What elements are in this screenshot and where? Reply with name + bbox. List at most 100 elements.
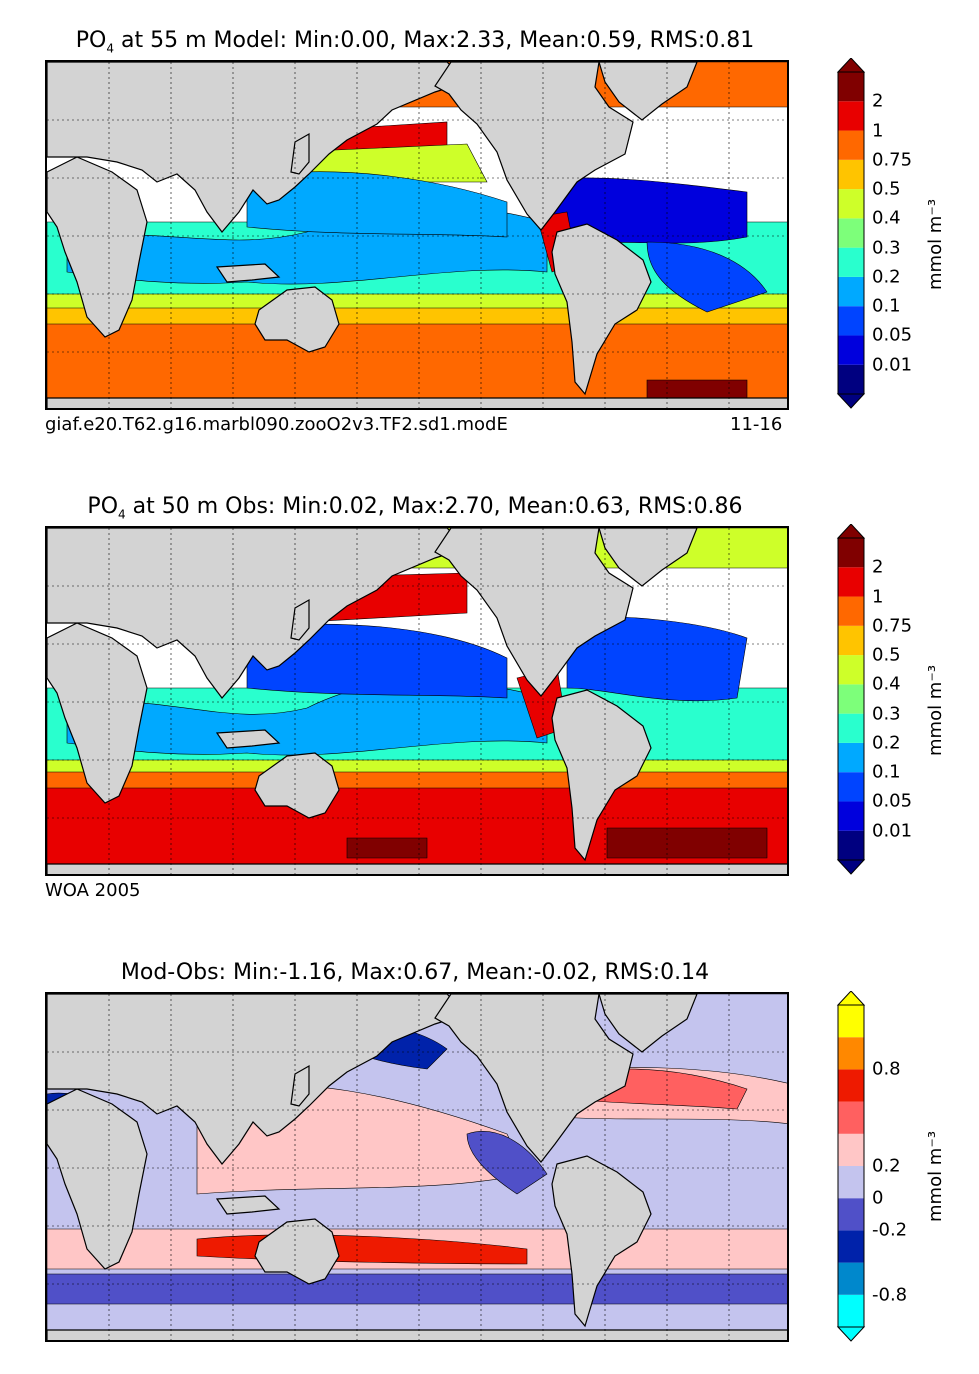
panel3-map <box>45 992 789 1342</box>
cbar3-swatch <box>838 1198 864 1231</box>
map3-land <box>47 994 787 1340</box>
cbar2-swatch <box>838 655 864 685</box>
japan <box>290 598 310 641</box>
north-pacific-gyre <box>246 623 508 699</box>
south-america <box>551 223 652 396</box>
antarctica <box>47 863 787 874</box>
north-america <box>434 528 634 697</box>
colorbar-tick-label: 2 <box>872 556 884 578</box>
cbar3-extend-max <box>836 991 866 1006</box>
panel1-title: PO4 at 55 m Model: Min:0.00, Max:2.33, M… <box>75 28 755 56</box>
australia <box>254 752 340 819</box>
map3-graticule <box>47 994 787 1340</box>
indonesia <box>215 729 281 749</box>
colorbar-tick-label: 0.05 <box>872 324 913 346</box>
cbar1-swatch <box>838 364 864 394</box>
south-pacific-gyre <box>66 680 548 756</box>
cbar2-swatch <box>838 625 864 656</box>
colorbar-tick-label: 0.1 <box>872 761 901 783</box>
southern-blue-band <box>47 1273 787 1305</box>
weddell-maroon <box>646 379 748 399</box>
cbar3-frame <box>837 1004 865 1328</box>
panel2-title: PO4 at 50 m Obs: Min:0.02, Max:2.70, Mea… <box>87 494 743 522</box>
africa <box>47 156 148 338</box>
colorbar-tick-label: 0.05 <box>872 790 913 812</box>
colorbar-tick-label: 0.3 <box>872 703 901 725</box>
weddell-maroon <box>606 827 768 859</box>
panel1-map <box>45 60 789 410</box>
colorbar-tick-label: -0.8 <box>872 1284 908 1306</box>
colorbar-tick-label: 0.4 <box>872 673 901 695</box>
cbar2-extend-min <box>836 859 866 875</box>
panel2-colorbar <box>836 524 866 875</box>
australia <box>254 1218 340 1285</box>
antarctica <box>47 1329 787 1340</box>
colorbar-tick-label: 0.2 <box>872 732 901 754</box>
cbar1-swatch <box>838 189 864 219</box>
map1-graticule <box>47 62 787 408</box>
panel1-colorbar <box>836 58 866 409</box>
antarctica <box>47 397 787 408</box>
colorbar-tick-label: 0.1 <box>872 295 901 317</box>
colorbar-tick-label: -0.2 <box>872 1219 908 1241</box>
cbar1-swatch <box>838 335 864 365</box>
greenland <box>598 994 698 1053</box>
cbar3-swatch <box>838 1166 864 1199</box>
greenland <box>598 528 698 587</box>
panel1-map-svg <box>47 62 787 408</box>
cbar3-swatch <box>838 1037 864 1070</box>
cbar1-swatch <box>838 276 864 307</box>
indonesia <box>215 1195 281 1215</box>
colorbar-tick-label: 0.5 <box>872 644 901 666</box>
africa <box>47 1088 148 1270</box>
panel3-colorbar-label: mmol m⁻³ <box>925 1130 946 1222</box>
south-america <box>551 1155 652 1328</box>
south-america <box>551 689 652 862</box>
japan <box>290 1064 310 1107</box>
colorbar-tick-label: 0.2 <box>872 266 901 288</box>
cbar2-swatch <box>838 596 864 626</box>
cbar2-swatch <box>838 567 864 597</box>
colorbar-tick-label: 0.75 <box>872 149 913 171</box>
colorbar-tick-label: 0.3 <box>872 237 901 259</box>
panel2-caption-left: WOA 2005 <box>45 880 141 901</box>
panel3-map-svg <box>47 994 787 1340</box>
ross-maroon <box>346 837 428 859</box>
cbar3-swatch <box>838 1069 864 1102</box>
africa <box>47 622 148 804</box>
japan <box>290 132 310 175</box>
panel3-title: Mod-Obs: Min:-1.16, Max:0.67, Mean:-0.02… <box>120 960 710 985</box>
panel2-map <box>45 526 789 876</box>
cbar3-swatch <box>838 1262 864 1295</box>
cbar3-swatch <box>838 1101 864 1134</box>
cbar2-frame <box>837 537 865 861</box>
colorbar-tick-label: 1 <box>872 586 884 608</box>
indonesia <box>215 263 281 283</box>
colorbar-tick-label: 0.2 <box>872 1155 901 1177</box>
panel2-map-svg <box>47 528 787 874</box>
colorbar-tick-label: 0.01 <box>872 354 913 376</box>
cbar1-swatch <box>838 72 864 102</box>
colorbar-tick-label: 0.8 <box>872 1058 901 1080</box>
cbar1-swatch <box>838 159 864 190</box>
north-america <box>434 994 634 1163</box>
panel3-colorbar <box>836 991 866 1342</box>
cbar2-swatch <box>838 772 864 802</box>
colorbar-tick-label: 1 <box>872 120 884 142</box>
north-america <box>434 62 634 231</box>
colorbar-tick-label: 0.4 <box>872 207 901 229</box>
colorbar-tick-label: 0.01 <box>872 820 913 842</box>
cbar1-frame <box>837 71 865 395</box>
colorbar-tick-label: 0 <box>872 1187 884 1209</box>
map2-land <box>47 528 787 874</box>
north-pacific-gyre <box>246 171 508 238</box>
colorbar-tick-label: 0.5 <box>872 178 901 200</box>
cbar3-swatch <box>838 1133 864 1166</box>
cbar2-swatch <box>838 830 864 860</box>
cbar2-extend-max <box>836 524 866 539</box>
greenland <box>598 62 698 121</box>
panel1-caption-right: 11-16 <box>730 414 783 435</box>
panel2-colorbar-label: mmol m⁻³ <box>925 664 946 756</box>
cbar1-swatch <box>838 218 864 248</box>
cbar2-swatch <box>838 713 864 743</box>
